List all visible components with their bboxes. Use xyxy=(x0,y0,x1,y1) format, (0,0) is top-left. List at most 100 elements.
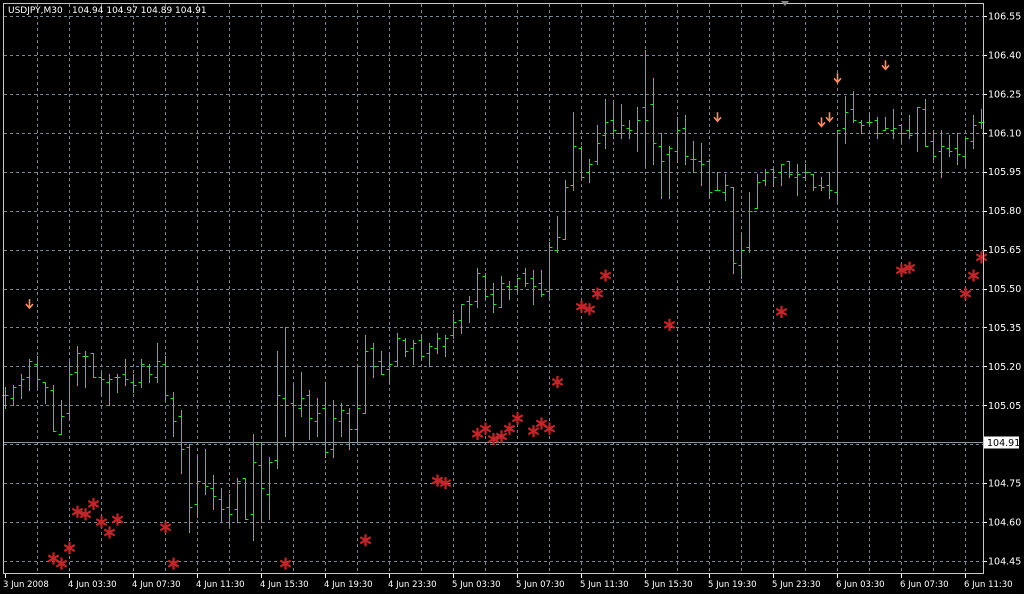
star-marker xyxy=(599,269,612,282)
star-stroke xyxy=(79,510,92,519)
time-tick-label: 4 Jun 15:30 xyxy=(260,580,309,590)
ohlc-bar xyxy=(674,117,681,162)
arrow-head xyxy=(817,121,826,128)
star-stroke xyxy=(55,559,68,568)
star-stroke xyxy=(47,554,60,563)
chart-symbol-title: USDJPY,M30 xyxy=(8,6,63,16)
ohlc-bar xyxy=(570,112,577,191)
ohlc-bar xyxy=(178,410,185,474)
ohlc-bar xyxy=(138,359,145,388)
plot-frame xyxy=(3,3,984,574)
ohlc-bar xyxy=(74,346,81,386)
ohlc-bar xyxy=(906,115,913,139)
ohlc-bar xyxy=(626,120,633,139)
ohlc-bar xyxy=(506,281,513,300)
ohlc-bar xyxy=(114,374,121,393)
star-marker xyxy=(583,303,596,316)
star-stroke xyxy=(359,536,372,545)
ohlc-bars xyxy=(2,50,985,541)
star-stroke xyxy=(479,424,492,433)
ohlc-bar xyxy=(738,234,745,279)
price-tick-label: 105.35 xyxy=(988,323,1021,334)
svg-text:104.91: 104.91 xyxy=(987,438,1020,449)
ohlc-bar xyxy=(970,115,977,149)
arrow-head xyxy=(25,303,34,310)
ohlc-bar xyxy=(34,356,41,388)
star-marker xyxy=(551,375,564,389)
ohlc-bar xyxy=(106,374,113,406)
star-stroke xyxy=(535,419,548,428)
star-marker xyxy=(87,497,100,511)
price-tick-label: 106.55 xyxy=(988,12,1021,23)
ohlc-bar xyxy=(610,102,617,139)
price-tick-label: 104.45 xyxy=(988,557,1021,568)
current-price-label: 104.91 xyxy=(984,436,1020,449)
ohlc-bar xyxy=(450,314,457,339)
ohlc-bar xyxy=(546,242,553,300)
ohlc-bar xyxy=(482,273,489,300)
ohlc-bar xyxy=(810,174,817,191)
ohlc-bar xyxy=(762,169,769,186)
ohlc-bar xyxy=(250,434,257,541)
ohlc-bar xyxy=(914,107,921,152)
ohlc-bar xyxy=(514,278,521,292)
ohlc-bar xyxy=(642,50,649,168)
ohlc-bar xyxy=(90,353,97,378)
star-stroke xyxy=(599,271,612,280)
star-marker xyxy=(895,264,908,277)
ohlc-bar xyxy=(258,442,265,523)
ohlc-bar xyxy=(418,335,425,360)
ohlc-bar xyxy=(898,125,905,144)
ohlc-bar xyxy=(666,146,673,199)
ohlc-bar xyxy=(794,164,801,196)
star-stroke xyxy=(575,302,588,311)
star-marker xyxy=(503,422,516,435)
star-stroke xyxy=(511,414,524,423)
ohlc-bar xyxy=(578,146,585,178)
chart-ohlc-readout: 104.94 104.97 104.89 104.91 xyxy=(72,6,207,16)
star-marker xyxy=(527,425,540,438)
ohlc-bar xyxy=(554,216,561,253)
star-stroke xyxy=(159,523,172,532)
star-stroke xyxy=(959,289,972,298)
star-marker xyxy=(359,534,372,547)
ohlc-bar xyxy=(394,333,401,367)
ohlc-bar xyxy=(730,187,737,274)
ohlc-bar xyxy=(586,159,593,183)
star-marker xyxy=(279,557,292,570)
star-stroke xyxy=(87,499,100,508)
ohlc-bar xyxy=(850,91,857,123)
ohlc-bar xyxy=(58,400,65,435)
ohlc-bar xyxy=(162,356,169,401)
ohlc-bar xyxy=(274,351,281,469)
ohlc-bar xyxy=(402,338,409,357)
ohlc-bar xyxy=(378,351,385,375)
ohlc-bar xyxy=(458,304,465,334)
price-tick-label: 106.10 xyxy=(988,128,1021,139)
star-marker xyxy=(471,427,484,440)
ohlc-bar xyxy=(18,374,25,399)
ohlc-bar xyxy=(370,343,377,378)
ohlc-bar xyxy=(386,353,393,383)
time-tick-label: 6 Jun 07:30 xyxy=(900,580,949,590)
price-tick-label: 104.60 xyxy=(988,518,1021,529)
arrow-head xyxy=(825,116,834,123)
ohlc-bar xyxy=(834,130,841,204)
ohlc-bar xyxy=(442,335,449,357)
ohlc-bar xyxy=(698,143,705,186)
star-stroke xyxy=(63,544,76,553)
star-marker xyxy=(103,526,116,539)
ohlc-bar xyxy=(50,385,57,432)
chart-shift-marker[interactable] xyxy=(781,1,789,6)
ohlc-bar xyxy=(42,382,49,404)
star-marker xyxy=(591,287,604,300)
star-stroke xyxy=(551,377,564,386)
star-marker xyxy=(439,477,452,490)
ohlc-bar xyxy=(298,372,305,417)
star-marker xyxy=(47,552,60,565)
arrow-markers xyxy=(25,60,890,310)
star-stroke xyxy=(431,476,444,485)
down-arrow-icon xyxy=(833,73,842,84)
star-marker xyxy=(959,287,972,300)
